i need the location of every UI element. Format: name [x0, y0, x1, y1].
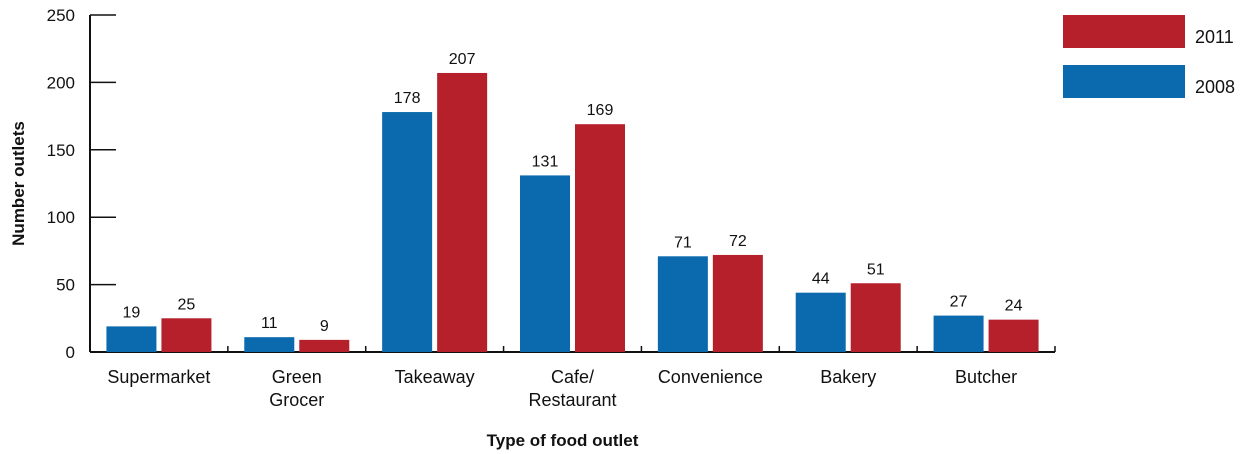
data-label: 72	[729, 233, 747, 250]
y-tick-label: 250	[47, 6, 75, 25]
data-label: 19	[123, 304, 141, 321]
bar-2008	[520, 175, 570, 352]
category-label: Convenience	[658, 367, 763, 387]
legend-label: 2008	[1195, 77, 1235, 97]
axes	[89, 15, 1055, 353]
data-label: 51	[867, 261, 885, 278]
bar-2011	[712, 254, 763, 352]
data-label: 131	[532, 153, 559, 170]
bar-2011	[161, 318, 212, 352]
y-tick-label: 50	[56, 276, 75, 295]
y-ticks: 0 50 100 150 200 250	[47, 6, 116, 362]
bar-2011	[988, 319, 1039, 352]
bar-2008	[795, 292, 846, 352]
bar-2008	[106, 326, 157, 352]
data-label: 25	[178, 296, 196, 313]
category-labels: Supermarket Green Grocer Takeaway Cafe/Resta…	[107, 367, 1017, 410]
bar-2011	[299, 339, 350, 352]
category-label: Butcher	[955, 367, 1017, 387]
data-label: 44	[812, 271, 830, 288]
data-label: 11	[261, 315, 278, 332]
legend-swatch-2011	[1063, 15, 1185, 48]
legend: 2011 2008	[1063, 15, 1235, 98]
x-ticks	[227, 346, 1056, 352]
bar-2008	[244, 337, 295, 352]
y-axis-title: Number outlets	[9, 121, 28, 246]
legend-swatch-2008	[1063, 65, 1185, 98]
data-label: 71	[674, 234, 692, 251]
y-tick-label: 200	[47, 73, 75, 92]
y-tick-label: 0	[66, 343, 75, 362]
bars	[106, 72, 1039, 353]
bar-2011	[437, 72, 488, 353]
x-axis-title: Type of food outlet	[487, 431, 639, 450]
bar-2008	[657, 256, 708, 352]
data-label: 24	[1005, 298, 1023, 315]
category-label: Supermarket	[107, 367, 210, 387]
data-labels: 19 25 11 9 178 207 131 169 71 72 44 51 27 24	[123, 51, 1023, 335]
bar-2011	[575, 124, 625, 352]
y-tick-label: 150	[47, 141, 75, 160]
bar-2008	[933, 315, 984, 352]
category-label: Cafe/Restaurant	[528, 367, 616, 410]
y-tick-label: 100	[47, 208, 75, 227]
bar-2011	[850, 283, 901, 352]
data-label: 169	[587, 102, 614, 119]
data-label: 178	[394, 90, 421, 107]
category-label: Bakery	[820, 367, 876, 387]
data-label: 9	[320, 318, 329, 335]
data-label: 27	[950, 294, 968, 311]
legend-label: 2011	[1195, 27, 1234, 47]
category-label: Green Grocer	[269, 367, 324, 410]
bar-2008	[382, 112, 433, 352]
category-label: Takeaway	[395, 367, 475, 387]
data-label: 207	[449, 51, 476, 68]
